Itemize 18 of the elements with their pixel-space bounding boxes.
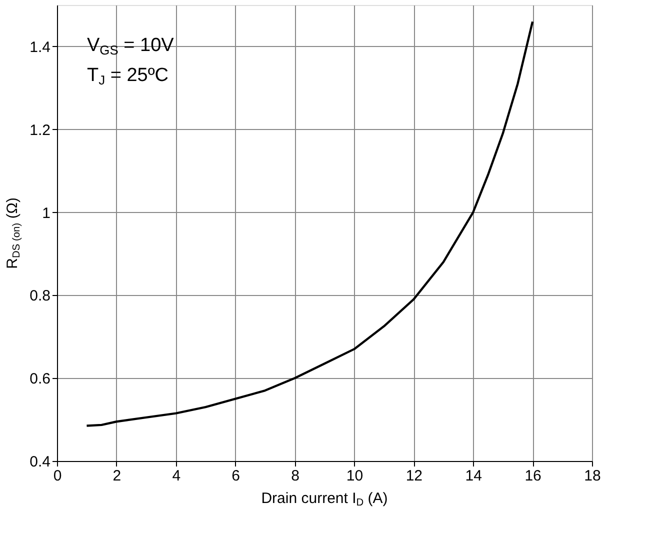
x-tick-label: 0 (53, 468, 62, 484)
x-tick-label: 6 (232, 468, 240, 484)
y-tick-label: 1 (42, 204, 50, 222)
x-tick-label: 18 (584, 468, 601, 484)
x-tick-label: 14 (465, 468, 482, 484)
y-tick-label: 1.2 (30, 122, 50, 139)
x-tick-label: 10 (346, 468, 364, 484)
y-tick-label: 0.6 (30, 370, 50, 388)
y-tick-label: 1.4 (30, 38, 50, 56)
x-tick-label: 12 (406, 468, 423, 484)
y-tick-label: 0.4 (30, 454, 50, 470)
x-tick-label: 2 (112, 468, 122, 484)
line-series (86, 20, 534, 427)
x-tick-label: 4 (172, 468, 181, 484)
y-axis-title: RDS (on) (Ω) (4, 197, 22, 269)
x-tick-label: 8 (291, 468, 300, 484)
x-tick-label: 16 (524, 468, 542, 484)
y-tick-label: 0.8 (30, 288, 50, 305)
